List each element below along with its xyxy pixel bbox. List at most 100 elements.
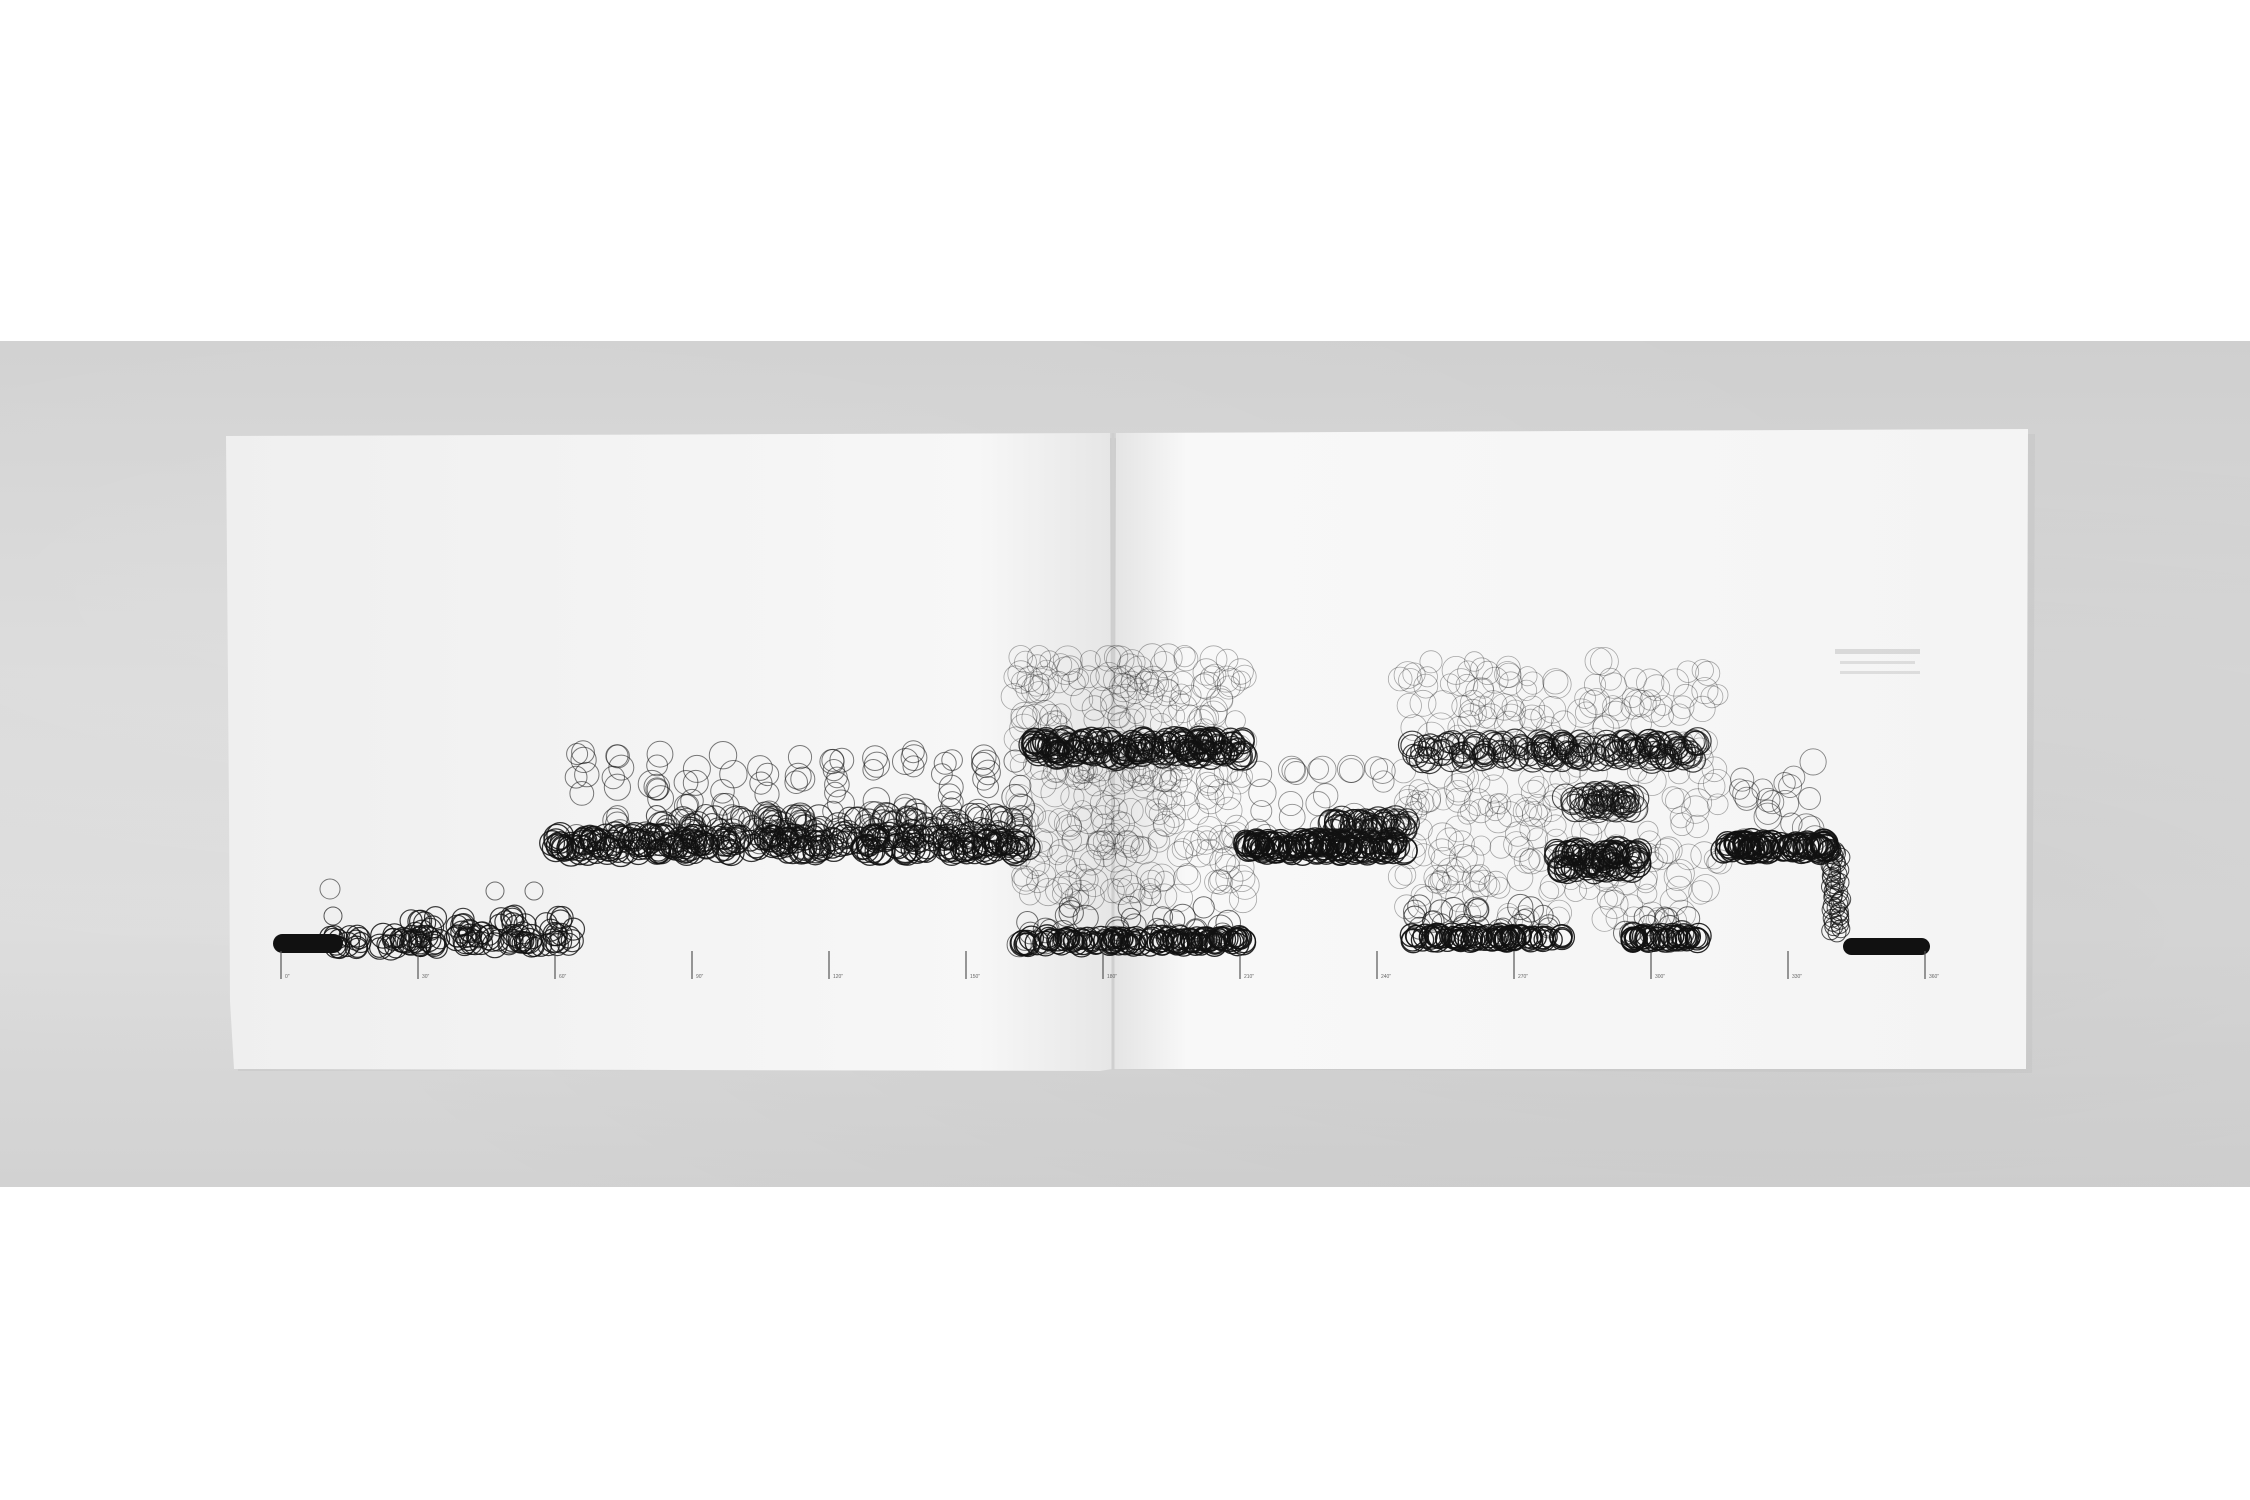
notation-circle <box>1006 804 1033 832</box>
notation-circle <box>1600 672 1627 699</box>
notation-circle <box>1056 655 1084 683</box>
notation-circle <box>1520 695 1545 721</box>
notation-circle <box>1073 843 1102 872</box>
notation-circle <box>1015 932 1041 958</box>
notation-circle <box>1011 808 1040 837</box>
notation-circle <box>1683 788 1713 817</box>
notation-circle <box>1109 744 1135 769</box>
notation-circle <box>1542 790 1563 811</box>
notation-circle <box>1119 675 1148 704</box>
notation-circle <box>1507 893 1534 921</box>
notation-circle <box>1381 805 1410 834</box>
notation-circle <box>574 761 600 788</box>
notation-circle <box>1820 856 1840 876</box>
notation-circle <box>1324 809 1349 834</box>
notation-circle <box>1230 765 1253 788</box>
notation-circle <box>1538 881 1560 902</box>
notation-circle <box>577 832 605 861</box>
notation-circle <box>1199 774 1225 801</box>
notation-circle <box>1194 785 1219 810</box>
notation-circle <box>548 930 573 954</box>
notation-circle <box>1226 770 1251 795</box>
photo-backdrop: 0" 30" 60" 90" 120" 150" 180" 210" 240" 270" 300" 3… <box>0 341 2250 1187</box>
notation-circle <box>1207 778 1234 806</box>
notation-circle <box>1496 662 1522 688</box>
notation-circle <box>1569 782 1598 811</box>
notation-circle <box>1479 774 1509 804</box>
notation-circle <box>1113 665 1136 688</box>
notation-circle <box>1066 858 1087 879</box>
notation-circle <box>1372 770 1395 793</box>
notation-circle <box>1022 803 1047 828</box>
notation-circle <box>1206 685 1234 713</box>
notation-circle <box>1831 919 1851 939</box>
notation-circle <box>1020 853 1046 879</box>
notation-circle <box>1451 744 1477 769</box>
notation-circle <box>1230 670 1251 691</box>
notation-circle <box>1470 657 1493 681</box>
notation-circle <box>1513 847 1540 874</box>
notation-circle <box>1199 665 1225 690</box>
notation-circle <box>1022 805 1044 827</box>
notation-circle <box>1125 882 1146 904</box>
notation-circle <box>1678 730 1705 758</box>
notation-circle <box>1419 650 1443 674</box>
notation-circle <box>1112 869 1139 896</box>
notation-circle <box>1501 695 1524 718</box>
notation-circle <box>1145 798 1168 822</box>
notation-circle <box>862 787 891 815</box>
notation-circle <box>539 830 566 857</box>
notation-circle <box>708 741 738 770</box>
notation-circle <box>1490 693 1518 721</box>
notation-circle <box>1093 844 1116 868</box>
notation-circle <box>1405 793 1430 819</box>
notation-circle <box>1430 846 1457 874</box>
notation-circle <box>822 800 844 823</box>
notation-circle <box>1414 746 1440 772</box>
notation-circle <box>1055 814 1083 841</box>
notation-circle <box>835 819 860 844</box>
notation-circle <box>1079 650 1101 672</box>
notation-circle <box>1067 879 1097 909</box>
notation-circle <box>1152 906 1174 928</box>
notation-circle <box>1409 689 1437 717</box>
timeline-label: 240" <box>1381 974 1391 980</box>
notation-circle <box>1203 663 1227 687</box>
notation-circle <box>466 925 490 949</box>
notation-circle <box>1396 692 1422 719</box>
notation-circle <box>1005 843 1032 870</box>
notation-circle <box>1115 845 1138 868</box>
notation-circle <box>348 926 371 950</box>
notation-circle <box>1021 836 1043 858</box>
notation-circle <box>1666 859 1695 888</box>
solid-bar <box>273 934 343 953</box>
notation-circle <box>1005 783 1033 811</box>
notation-circle <box>988 830 1013 855</box>
notation-circle <box>1157 670 1179 692</box>
notation-circle <box>1522 801 1549 828</box>
notation-circle <box>1047 844 1068 866</box>
notation-circle <box>1611 787 1640 816</box>
notation-circle <box>350 931 372 954</box>
notation-circle <box>1248 778 1277 807</box>
notation-circle <box>422 933 446 958</box>
notation-circle <box>1040 736 1065 760</box>
notation-circle <box>1006 830 1028 852</box>
notation-circle <box>1504 821 1531 847</box>
notation-circle <box>1126 929 1154 956</box>
notation-circle <box>1139 869 1163 893</box>
notation-circle <box>1431 864 1459 892</box>
notation-circle <box>1490 793 1512 815</box>
notation-circle <box>1003 665 1028 690</box>
notation-circle <box>1039 703 1062 727</box>
notation-circle <box>1282 833 1305 857</box>
notation-circle <box>1124 655 1154 685</box>
notation-circle <box>1167 924 1193 951</box>
notation-circle <box>1103 665 1132 694</box>
notation-circle <box>1567 837 1597 866</box>
notation-circle <box>1459 800 1481 822</box>
notation-circle <box>1442 865 1471 894</box>
notation-circle <box>1008 645 1033 670</box>
notation-circle <box>1822 858 1842 878</box>
notation-circle <box>1011 864 1033 887</box>
